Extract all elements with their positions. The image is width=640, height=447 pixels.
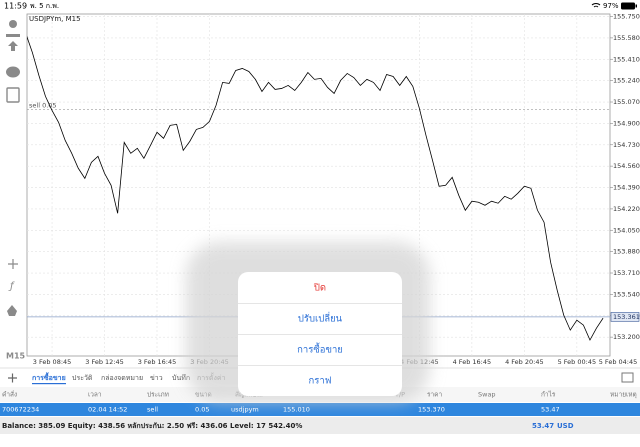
y-tick-label: 154.390 [613, 184, 640, 192]
x-tick-label: 4 Feb 16:45 [453, 358, 492, 366]
y-tick-label: 155.410 [613, 55, 640, 63]
battery-tip [635, 4, 637, 8]
x-tick-label: 3 Feb 12:45 [85, 358, 124, 366]
y-tick-label: 155.750 [613, 13, 640, 21]
summary-profit: 53.47 [532, 422, 554, 430]
y-tick-label: 154.730 [613, 141, 640, 149]
summary-currency: USD [557, 422, 574, 430]
column-header: หมายเหตุ [610, 391, 637, 399]
order-line-label: sell 0.05 [29, 102, 57, 110]
toolbar-tab[interactable]: ข่าว [150, 374, 163, 382]
active-tab-underline [32, 383, 66, 385]
trade-icon[interactable] [8, 41, 18, 51]
column-header: ประเภท [147, 391, 169, 399]
price-line-series [27, 35, 604, 341]
toolbar-tab[interactable]: ประวัติ [72, 374, 93, 382]
popup-item[interactable]: การซื้อขาย [297, 343, 343, 356]
column-header: คำสั่ง [2, 390, 17, 399]
add-icon[interactable] [8, 373, 17, 383]
y-tick-label: 153.540 [613, 290, 640, 298]
chart-title: USDJPYm, M15 [29, 15, 81, 23]
table-row-bg[interactable] [0, 403, 640, 416]
status-date: พ. 5 ก.พ. [30, 2, 59, 10]
y-tick-label: 153.880 [613, 248, 640, 256]
toolbar-tab[interactable]: กล่องจดหมาย [101, 374, 143, 382]
column-header: กำไร [541, 391, 556, 399]
indicator-icon[interactable]: ƒ [8, 281, 15, 292]
popup-item[interactable]: ปรับเปลี่ยน [298, 312, 343, 325]
summary-bg [0, 417, 640, 434]
toolbar-tab[interactable]: บันทึก [172, 373, 190, 382]
wifi-icon [591, 3, 601, 8]
x-tick-label: 3 Feb 08:45 [33, 358, 72, 366]
price-series [27, 35, 604, 341]
popup [238, 272, 402, 396]
timeframe-label[interactable]: M15 [6, 352, 26, 361]
y-tick-label: 154.560 [613, 162, 640, 170]
y-tick-label: 154.050 [613, 226, 640, 234]
layout-icon[interactable] [621, 372, 634, 383]
table-cell: 53.47 [541, 406, 560, 414]
x-tick-label: 3 Feb 16:45 [138, 358, 177, 366]
column-header: ราคา [427, 391, 442, 399]
table-cell: sell [147, 406, 158, 414]
y-tick-label: 155.070 [613, 98, 640, 106]
table-cell: 153.370 [418, 406, 445, 414]
account-icon[interactable] [9, 20, 17, 28]
y-tick-label: 155.580 [613, 34, 640, 42]
table-cell: 700672234 [2, 406, 39, 414]
popup-item[interactable]: กราฟ [309, 376, 332, 387]
table-cell: 02.04 14:52 [88, 406, 127, 414]
x-tick-label: 5 Feb 04:45 [599, 358, 638, 366]
y-tick-label: 154.220 [613, 205, 640, 213]
table-cell: usdjpym [231, 406, 259, 414]
y-tick-label: 155.240 [613, 77, 640, 85]
popup-item[interactable]: ปิด [313, 283, 326, 294]
x-tick-label: 4 Feb 20:45 [505, 358, 544, 366]
column-header: Swap [478, 391, 496, 399]
objects-icon[interactable] [7, 305, 17, 316]
account-icon-base [6, 34, 20, 37]
summary-text: Balance: 385.09 Equity: 438.56 หลักประกั… [2, 422, 302, 430]
x-tick-label: 5 Feb 00:45 [558, 358, 597, 366]
sidebar: ƒ [6, 20, 20, 316]
table-cell: 0.05 [195, 406, 209, 414]
new-doc-icon[interactable] [6, 87, 20, 103]
chart-layer: 155.750 155.580 155.410 155.240 155.070 154.9… [27, 13, 640, 366]
price-tag-label: 153.361 [613, 313, 640, 321]
y-tick-label: 154.900 [613, 119, 640, 127]
table-cell: 155.010 [283, 406, 310, 414]
y-tick-label: 153.200 [613, 333, 640, 341]
y-tick-label: 153.710 [613, 269, 640, 277]
battery-level: 97% [603, 2, 619, 10]
price-tag [610, 312, 640, 322]
column-header: เวลา [88, 391, 102, 399]
crosshair-icon[interactable] [8, 259, 18, 269]
chat-icon[interactable] [6, 66, 20, 78]
status-time: 11:59 [4, 2, 27, 11]
battery-icon [621, 2, 635, 10]
toolbar-tab[interactable]: การซื้อขาย [32, 371, 66, 382]
